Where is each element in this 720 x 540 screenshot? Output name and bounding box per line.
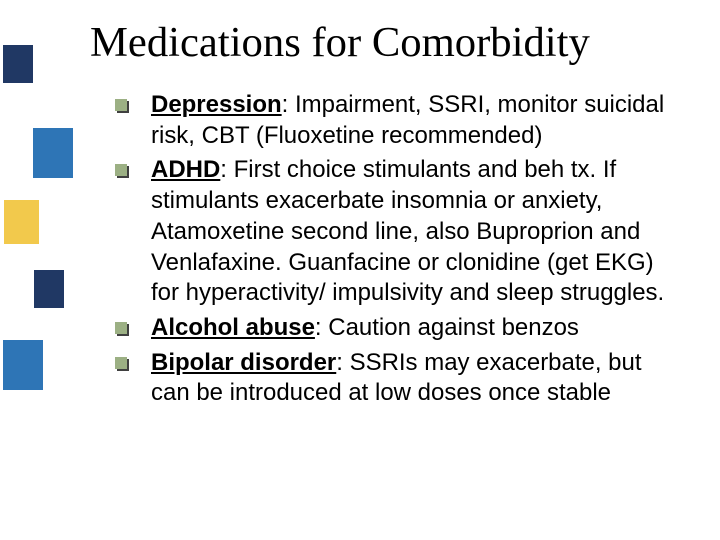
slide-title: Medications for Comorbidity — [90, 18, 590, 67]
list-item-body: : First choice stimulants and beh tx. If… — [151, 156, 664, 306]
deco-block — [4, 200, 39, 244]
bullet-icon — [115, 322, 129, 336]
bullet-icon — [115, 99, 129, 113]
deco-block — [33, 128, 73, 178]
list-item-body: : Caution against benzos — [315, 314, 579, 341]
list-item: Depression: Impairment, SSRI, monitor su… — [115, 90, 675, 151]
list-item: Bipolar disorder: SSRIs may exacerbate, … — [115, 348, 675, 409]
list-item-text: Bipolar disorder: SSRIs may exacerbate, … — [151, 348, 675, 409]
list-item: Alcohol abuse: Caution against benzos — [115, 313, 675, 344]
deco-block — [3, 340, 43, 390]
list-item-text: Depression: Impairment, SSRI, monitor su… — [151, 90, 675, 151]
list-item-label: Depression — [151, 91, 282, 118]
list-item-label: Bipolar disorder — [151, 349, 336, 376]
list-item-text: ADHD: First choice stimulants and beh tx… — [151, 155, 675, 309]
bullet-icon — [115, 357, 129, 371]
bullet-icon — [115, 164, 129, 178]
list-item: ADHD: First choice stimulants and beh tx… — [115, 155, 675, 309]
list-item-text: Alcohol abuse: Caution against benzos — [151, 313, 675, 344]
deco-block — [34, 270, 64, 308]
deco-block — [3, 45, 33, 83]
bullet-list: Depression: Impairment, SSRI, monitor su… — [115, 90, 675, 413]
list-item-label: ADHD — [151, 156, 220, 183]
list-item-label: Alcohol abuse — [151, 314, 315, 341]
